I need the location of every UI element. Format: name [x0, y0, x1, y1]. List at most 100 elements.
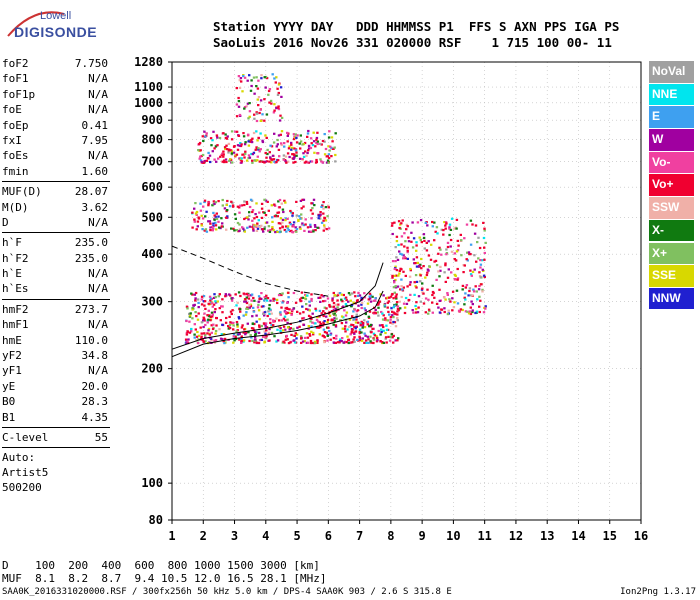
echo-point [291, 146, 294, 149]
echo-point [197, 312, 200, 315]
echo-point [236, 148, 240, 151]
param-separator [2, 298, 110, 300]
echo-point [294, 332, 297, 335]
echo-point [309, 223, 312, 226]
echo-point [335, 317, 338, 320]
echo-point [275, 76, 278, 79]
echo-point [280, 293, 283, 297]
echo-point [264, 214, 268, 217]
echo-point [333, 295, 336, 298]
echo-point [269, 156, 272, 159]
echo-point [437, 252, 440, 255]
header-field-names: Station YYYY DAY DDD HHMMSS P1 FFS S AXN… [213, 19, 620, 34]
legend-item-vo-: Vo- [649, 151, 694, 174]
echo-point [307, 161, 311, 164]
echo-point [286, 225, 290, 228]
echo-point [255, 85, 258, 88]
echo-point [360, 296, 363, 299]
echo-point [262, 322, 266, 325]
echo-point [286, 227, 289, 230]
echo-point [235, 115, 239, 118]
echo-point [413, 293, 416, 296]
echo-point [363, 341, 366, 344]
echo-point [454, 259, 458, 262]
echo-point [328, 305, 332, 308]
echo-point [195, 315, 198, 318]
echo-point [360, 331, 363, 334]
y-tick-label: 600 [141, 180, 163, 194]
echo-point [320, 294, 323, 297]
echo-point [286, 134, 289, 137]
echo-point [396, 310, 399, 313]
echo-point [477, 236, 480, 239]
echo-point [287, 147, 291, 150]
echo-point [259, 108, 262, 111]
echo-point [369, 340, 372, 343]
echo-point [251, 153, 255, 156]
echo-point [276, 87, 279, 90]
echo-point [292, 133, 296, 136]
param-name: foEs [2, 149, 29, 163]
echo-point [264, 134, 267, 137]
echo-point [463, 296, 466, 299]
echo-point [327, 326, 330, 329]
echo-point [202, 340, 205, 343]
echo-point [275, 298, 279, 301]
echo-point [242, 339, 246, 342]
y-tick-label: 200 [141, 362, 163, 376]
echo-point [268, 339, 271, 342]
echo-point [318, 315, 321, 318]
echo-point [225, 216, 228, 219]
echo-point [380, 330, 383, 334]
echo-point [453, 258, 456, 261]
echo-point [392, 334, 395, 337]
echo-point [227, 149, 230, 152]
echo-point [396, 307, 400, 311]
echo-point [361, 322, 365, 325]
echo-point [250, 327, 254, 330]
echo-point [275, 145, 278, 148]
echo-point [283, 199, 286, 202]
echo-point [383, 304, 386, 307]
echo-point [212, 303, 216, 306]
echo-point [308, 300, 311, 303]
echo-point [201, 338, 204, 342]
echo-point [249, 334, 252, 337]
echo-point [409, 267, 412, 271]
legend-item-x-: X+ [649, 242, 694, 264]
echo-point [387, 300, 391, 303]
echo-point [478, 284, 481, 288]
echo-point [265, 160, 269, 163]
echo-point [234, 336, 237, 339]
echo-point [256, 155, 259, 158]
echo-point [336, 306, 339, 309]
echo-point [246, 226, 249, 229]
echo-point [473, 254, 476, 257]
echo-point [336, 341, 340, 344]
x-tick-label: 9 [419, 529, 426, 543]
echo-point [331, 297, 334, 300]
echo-point [395, 235, 399, 238]
echo-point [235, 87, 238, 90]
echo-point [314, 229, 317, 232]
echo-point [456, 278, 459, 281]
echo-point [320, 312, 323, 315]
echo-point [237, 333, 240, 336]
echo-point [214, 296, 217, 299]
echo-point [294, 160, 297, 164]
echo-point [306, 226, 310, 229]
echo-point [334, 325, 338, 328]
echo-point [278, 227, 282, 230]
echo-point [326, 297, 330, 300]
echo-point [290, 141, 293, 144]
echo-point [257, 219, 260, 222]
echo-point [251, 315, 254, 318]
echo-point [328, 149, 331, 152]
echo-point [314, 309, 318, 312]
echo-point [288, 311, 291, 314]
echo-point [267, 89, 271, 93]
echo-point [466, 259, 469, 262]
echo-point [215, 228, 218, 231]
echo-point [284, 311, 287, 314]
echo-point [189, 312, 192, 315]
